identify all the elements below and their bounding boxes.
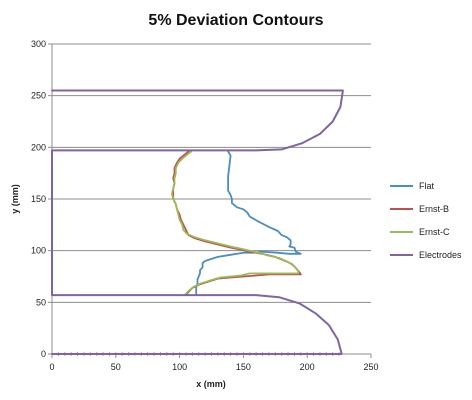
x-tick-labels: 0 50 100 150 200 250	[49, 362, 378, 372]
chart-title: 5% Deviation Contours	[148, 12, 323, 29]
x-tick-label: 150	[236, 362, 251, 372]
series-line-flat	[195, 150, 302, 297]
series-group	[51, 89, 344, 355]
y-tick-label: 0	[41, 349, 46, 359]
y-tick-label: 250	[31, 91, 46, 101]
y-tick-labels: 0 50 100 150 200 250 300	[31, 39, 46, 359]
series-line-electrodes	[51, 89, 344, 355]
legend-label-ernst-b: Ernst-B	[419, 204, 449, 214]
x-tick-label: 250	[363, 362, 378, 372]
x-tick-label: 200	[300, 362, 315, 372]
y-tick-label: 50	[36, 297, 46, 307]
legend-label-electrodes: Electrodes	[419, 250, 462, 260]
x-axis-label: x (mm)	[196, 379, 226, 389]
legend-label-ernst-c: Ernst-C	[419, 227, 450, 237]
y-tick-label: 200	[31, 142, 46, 152]
x-tick-label: 50	[111, 362, 121, 372]
series-line-ernst-c	[170, 150, 300, 297]
y-tick-label: 300	[31, 39, 46, 49]
grid	[48, 43, 372, 358]
y-axis-label: y (mm)	[10, 184, 20, 214]
y-tick-label: 150	[31, 194, 46, 204]
legend: Flat Ernst-B Ernst-C Electrodes	[390, 181, 462, 260]
legend-label-flat: Flat	[419, 181, 435, 191]
x-tick-label: 100	[172, 362, 187, 372]
x-tick-label: 0	[49, 362, 54, 372]
y-tick-label: 100	[31, 246, 46, 256]
